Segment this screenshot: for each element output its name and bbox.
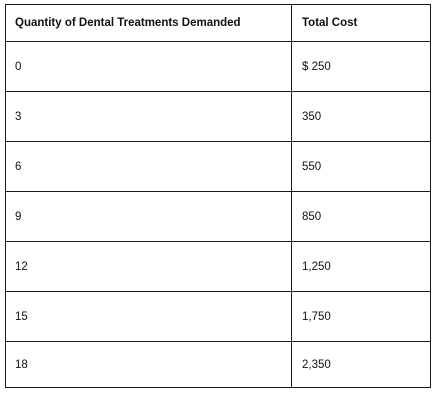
dental-cost-table: Quantity of Dental Treatments Demanded T… bbox=[5, 4, 431, 388]
table-row: 18 2,350 bbox=[5, 341, 431, 388]
total-cost-cell: $ 250 bbox=[291, 41, 431, 92]
quantity-cell: 15 bbox=[5, 291, 292, 342]
total-cost-cell: 2,350 bbox=[291, 341, 431, 388]
column-header-quantity: Quantity of Dental Treatments Demanded bbox=[5, 4, 292, 42]
table-row: 0 $ 250 bbox=[5, 41, 431, 92]
table-body: 0 $ 250 3 350 6 550 9 850 12 1,250 15 1,… bbox=[5, 41, 431, 388]
total-cost-cell: 1,750 bbox=[291, 291, 431, 342]
quantity-cell: 0 bbox=[5, 41, 292, 92]
quantity-cell: 6 bbox=[5, 141, 292, 192]
quantity-cell: 3 bbox=[5, 91, 292, 142]
table-header: Quantity of Dental Treatments Demanded T… bbox=[5, 4, 431, 42]
quantity-cell: 18 bbox=[5, 341, 292, 388]
total-cost-cell: 550 bbox=[291, 141, 431, 192]
quantity-cell: 9 bbox=[5, 191, 292, 242]
column-header-total-cost: Total Cost bbox=[291, 4, 431, 42]
total-cost-cell: 350 bbox=[291, 91, 431, 142]
table-row: 15 1,750 bbox=[5, 291, 431, 342]
table-row: 9 850 bbox=[5, 191, 431, 242]
quantity-cell: 12 bbox=[5, 241, 292, 292]
total-cost-cell: 850 bbox=[291, 191, 431, 242]
table-row: 3 350 bbox=[5, 91, 431, 142]
table-row: 12 1,250 bbox=[5, 241, 431, 292]
header-row: Quantity of Dental Treatments Demanded T… bbox=[5, 4, 431, 42]
table-row: 6 550 bbox=[5, 141, 431, 192]
total-cost-cell: 1,250 bbox=[291, 241, 431, 292]
